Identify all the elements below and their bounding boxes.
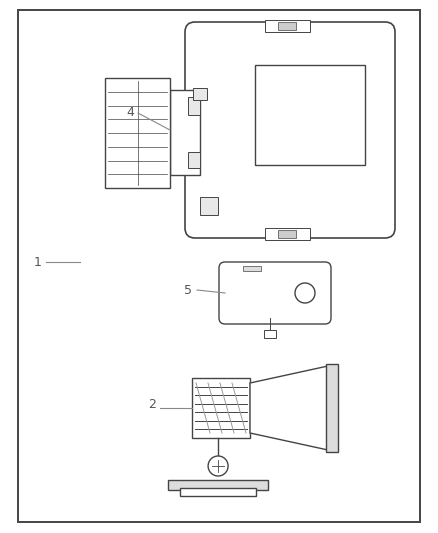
Text: 2: 2 bbox=[148, 399, 156, 411]
Text: 4: 4 bbox=[126, 107, 134, 119]
Bar bbox=[255, 65, 365, 165]
Bar bbox=[243, 266, 261, 271]
Bar bbox=[188, 97, 200, 115]
Bar bbox=[264, 330, 276, 338]
Circle shape bbox=[208, 456, 228, 476]
Bar bbox=[192, 378, 250, 438]
Bar bbox=[170, 90, 200, 175]
Bar bbox=[193, 88, 207, 100]
FancyBboxPatch shape bbox=[219, 262, 331, 324]
Bar bbox=[188, 152, 200, 168]
Text: 5: 5 bbox=[184, 284, 192, 296]
Circle shape bbox=[295, 283, 315, 303]
Text: 1: 1 bbox=[34, 255, 42, 269]
Bar bbox=[265, 20, 310, 32]
Bar bbox=[326, 364, 338, 452]
Polygon shape bbox=[250, 366, 328, 450]
FancyBboxPatch shape bbox=[185, 22, 395, 238]
Bar bbox=[105, 78, 170, 188]
Bar bbox=[278, 230, 296, 238]
Bar bbox=[278, 22, 296, 30]
Bar bbox=[168, 480, 268, 490]
Bar bbox=[265, 228, 310, 240]
Bar bbox=[180, 488, 256, 496]
Bar bbox=[200, 197, 218, 215]
